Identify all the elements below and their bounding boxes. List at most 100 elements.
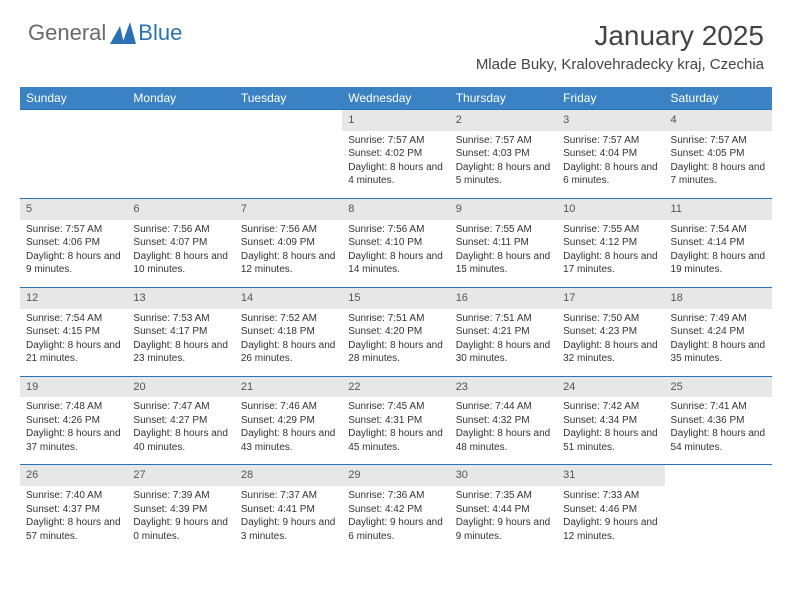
sunset-line: Sunset: 4:21 PM xyxy=(456,325,551,339)
week-number-row: 19202122232425 xyxy=(20,376,772,397)
day-number-cell: 4 xyxy=(665,110,772,131)
sunset-line: Sunset: 4:39 PM xyxy=(133,503,228,517)
daylight-line: Daylight: 8 hours and 14 minutes. xyxy=(348,250,443,277)
sunset-line: Sunset: 4:32 PM xyxy=(456,414,551,428)
daylight-line: Daylight: 8 hours and 10 minutes. xyxy=(133,250,228,277)
sunrise-line: Sunrise: 7:49 AM xyxy=(671,312,766,326)
daylight-line: Daylight: 8 hours and 12 minutes. xyxy=(241,250,336,277)
day-number-cell: 26 xyxy=(20,465,127,486)
sunset-line: Sunset: 4:09 PM xyxy=(241,236,336,250)
day-number-cell: 30 xyxy=(450,465,557,486)
daylight-line: Daylight: 8 hours and 48 minutes. xyxy=(456,427,551,454)
day-number-cell: 2 xyxy=(450,110,557,131)
daylight-line: Daylight: 9 hours and 9 minutes. xyxy=(456,516,551,543)
daylight-line: Daylight: 8 hours and 43 minutes. xyxy=(241,427,336,454)
sunrise-line: Sunrise: 7:55 AM xyxy=(563,223,658,237)
day-detail-cell: Sunrise: 7:45 AMSunset: 4:31 PMDaylight:… xyxy=(342,397,449,465)
day-number-cell xyxy=(235,110,342,131)
daylight-line: Daylight: 8 hours and 57 minutes. xyxy=(26,516,121,543)
daylight-line: Daylight: 9 hours and 0 minutes. xyxy=(133,516,228,543)
day-detail-cell: Sunrise: 7:54 AMSunset: 4:15 PMDaylight:… xyxy=(20,309,127,377)
day-number-cell: 29 xyxy=(342,465,449,486)
day-number-cell: 21 xyxy=(235,376,342,397)
day-header: Thursday xyxy=(450,87,557,110)
day-detail-cell xyxy=(665,486,772,553)
sunset-line: Sunset: 4:06 PM xyxy=(26,236,121,250)
sunrise-line: Sunrise: 7:42 AM xyxy=(563,400,658,414)
sunrise-line: Sunrise: 7:54 AM xyxy=(26,312,121,326)
sunset-line: Sunset: 4:15 PM xyxy=(26,325,121,339)
day-number-cell xyxy=(665,465,772,486)
day-detail-cell: Sunrise: 7:42 AMSunset: 4:34 PMDaylight:… xyxy=(557,397,664,465)
calendar-body: 1234Sunrise: 7:57 AMSunset: 4:02 PMDayli… xyxy=(20,110,772,554)
week-detail-row: Sunrise: 7:54 AMSunset: 4:15 PMDaylight:… xyxy=(20,309,772,377)
logo-mark-icon xyxy=(110,22,136,44)
day-detail-cell: Sunrise: 7:55 AMSunset: 4:11 PMDaylight:… xyxy=(450,220,557,288)
day-number-cell: 3 xyxy=(557,110,664,131)
day-detail-cell: Sunrise: 7:56 AMSunset: 4:09 PMDaylight:… xyxy=(235,220,342,288)
day-detail-cell: Sunrise: 7:51 AMSunset: 4:21 PMDaylight:… xyxy=(450,309,557,377)
sunset-line: Sunset: 4:17 PM xyxy=(133,325,228,339)
sunset-line: Sunset: 4:20 PM xyxy=(348,325,443,339)
sunset-line: Sunset: 4:36 PM xyxy=(671,414,766,428)
day-detail-cell: Sunrise: 7:56 AMSunset: 4:07 PMDaylight:… xyxy=(127,220,234,288)
sunset-line: Sunset: 4:18 PM xyxy=(241,325,336,339)
sunrise-line: Sunrise: 7:56 AM xyxy=(133,223,228,237)
daylight-line: Daylight: 8 hours and 9 minutes. xyxy=(26,250,121,277)
sunset-line: Sunset: 4:12 PM xyxy=(563,236,658,250)
daylight-line: Daylight: 8 hours and 15 minutes. xyxy=(456,250,551,277)
day-number-cell: 28 xyxy=(235,465,342,486)
day-detail-cell: Sunrise: 7:55 AMSunset: 4:12 PMDaylight:… xyxy=(557,220,664,288)
day-number-cell: 17 xyxy=(557,287,664,308)
sunset-line: Sunset: 4:10 PM xyxy=(348,236,443,250)
sunrise-line: Sunrise: 7:48 AM xyxy=(26,400,121,414)
daylight-line: Daylight: 8 hours and 26 minutes. xyxy=(241,339,336,366)
day-header: Monday xyxy=(127,87,234,110)
calendar-head: SundayMondayTuesdayWednesdayThursdayFrid… xyxy=(20,87,772,110)
day-number-cell: 19 xyxy=(20,376,127,397)
day-number-cell: 1 xyxy=(342,110,449,131)
day-number-cell: 13 xyxy=(127,287,234,308)
location: Mlade Buky, Kralovehradecky kraj, Czechi… xyxy=(476,56,764,73)
sunset-line: Sunset: 4:44 PM xyxy=(456,503,551,517)
day-header: Sunday xyxy=(20,87,127,110)
daylight-line: Daylight: 8 hours and 5 minutes. xyxy=(456,161,551,188)
sunrise-line: Sunrise: 7:56 AM xyxy=(348,223,443,237)
sunset-line: Sunset: 4:07 PM xyxy=(133,236,228,250)
sunrise-line: Sunrise: 7:53 AM xyxy=(133,312,228,326)
day-number-cell: 25 xyxy=(665,376,772,397)
day-detail-cell: Sunrise: 7:52 AMSunset: 4:18 PMDaylight:… xyxy=(235,309,342,377)
logo: General Blue xyxy=(28,20,182,46)
sunrise-line: Sunrise: 7:57 AM xyxy=(671,134,766,148)
sunrise-line: Sunrise: 7:37 AM xyxy=(241,489,336,503)
daylight-line: Daylight: 8 hours and 45 minutes. xyxy=(348,427,443,454)
day-number-cell: 20 xyxy=(127,376,234,397)
sunrise-line: Sunrise: 7:35 AM xyxy=(456,489,551,503)
day-detail-cell: Sunrise: 7:56 AMSunset: 4:10 PMDaylight:… xyxy=(342,220,449,288)
day-number-cell: 9 xyxy=(450,198,557,219)
sunset-line: Sunset: 4:42 PM xyxy=(348,503,443,517)
week-number-row: 567891011 xyxy=(20,198,772,219)
daylight-line: Daylight: 9 hours and 12 minutes. xyxy=(563,516,658,543)
sunset-line: Sunset: 4:41 PM xyxy=(241,503,336,517)
day-number-cell: 11 xyxy=(665,198,772,219)
day-detail-cell xyxy=(20,131,127,199)
day-detail-cell: Sunrise: 7:39 AMSunset: 4:39 PMDaylight:… xyxy=(127,486,234,553)
day-detail-cell: Sunrise: 7:48 AMSunset: 4:26 PMDaylight:… xyxy=(20,397,127,465)
day-detail-cell: Sunrise: 7:57 AMSunset: 4:04 PMDaylight:… xyxy=(557,131,664,199)
sunrise-line: Sunrise: 7:57 AM xyxy=(563,134,658,148)
day-number-cell xyxy=(127,110,234,131)
day-detail-cell: Sunrise: 7:57 AMSunset: 4:05 PMDaylight:… xyxy=(665,131,772,199)
daylight-line: Daylight: 8 hours and 19 minutes. xyxy=(671,250,766,277)
sunrise-line: Sunrise: 7:36 AM xyxy=(348,489,443,503)
day-number-cell: 12 xyxy=(20,287,127,308)
day-detail-cell: Sunrise: 7:41 AMSunset: 4:36 PMDaylight:… xyxy=(665,397,772,465)
sunset-line: Sunset: 4:05 PM xyxy=(671,147,766,161)
day-number-cell: 5 xyxy=(20,198,127,219)
daylight-line: Daylight: 8 hours and 51 minutes. xyxy=(563,427,658,454)
day-header: Friday xyxy=(557,87,664,110)
day-detail-cell: Sunrise: 7:57 AMSunset: 4:06 PMDaylight:… xyxy=(20,220,127,288)
sunset-line: Sunset: 4:34 PM xyxy=(563,414,658,428)
daylight-line: Daylight: 8 hours and 21 minutes. xyxy=(26,339,121,366)
sunrise-line: Sunrise: 7:54 AM xyxy=(671,223,766,237)
